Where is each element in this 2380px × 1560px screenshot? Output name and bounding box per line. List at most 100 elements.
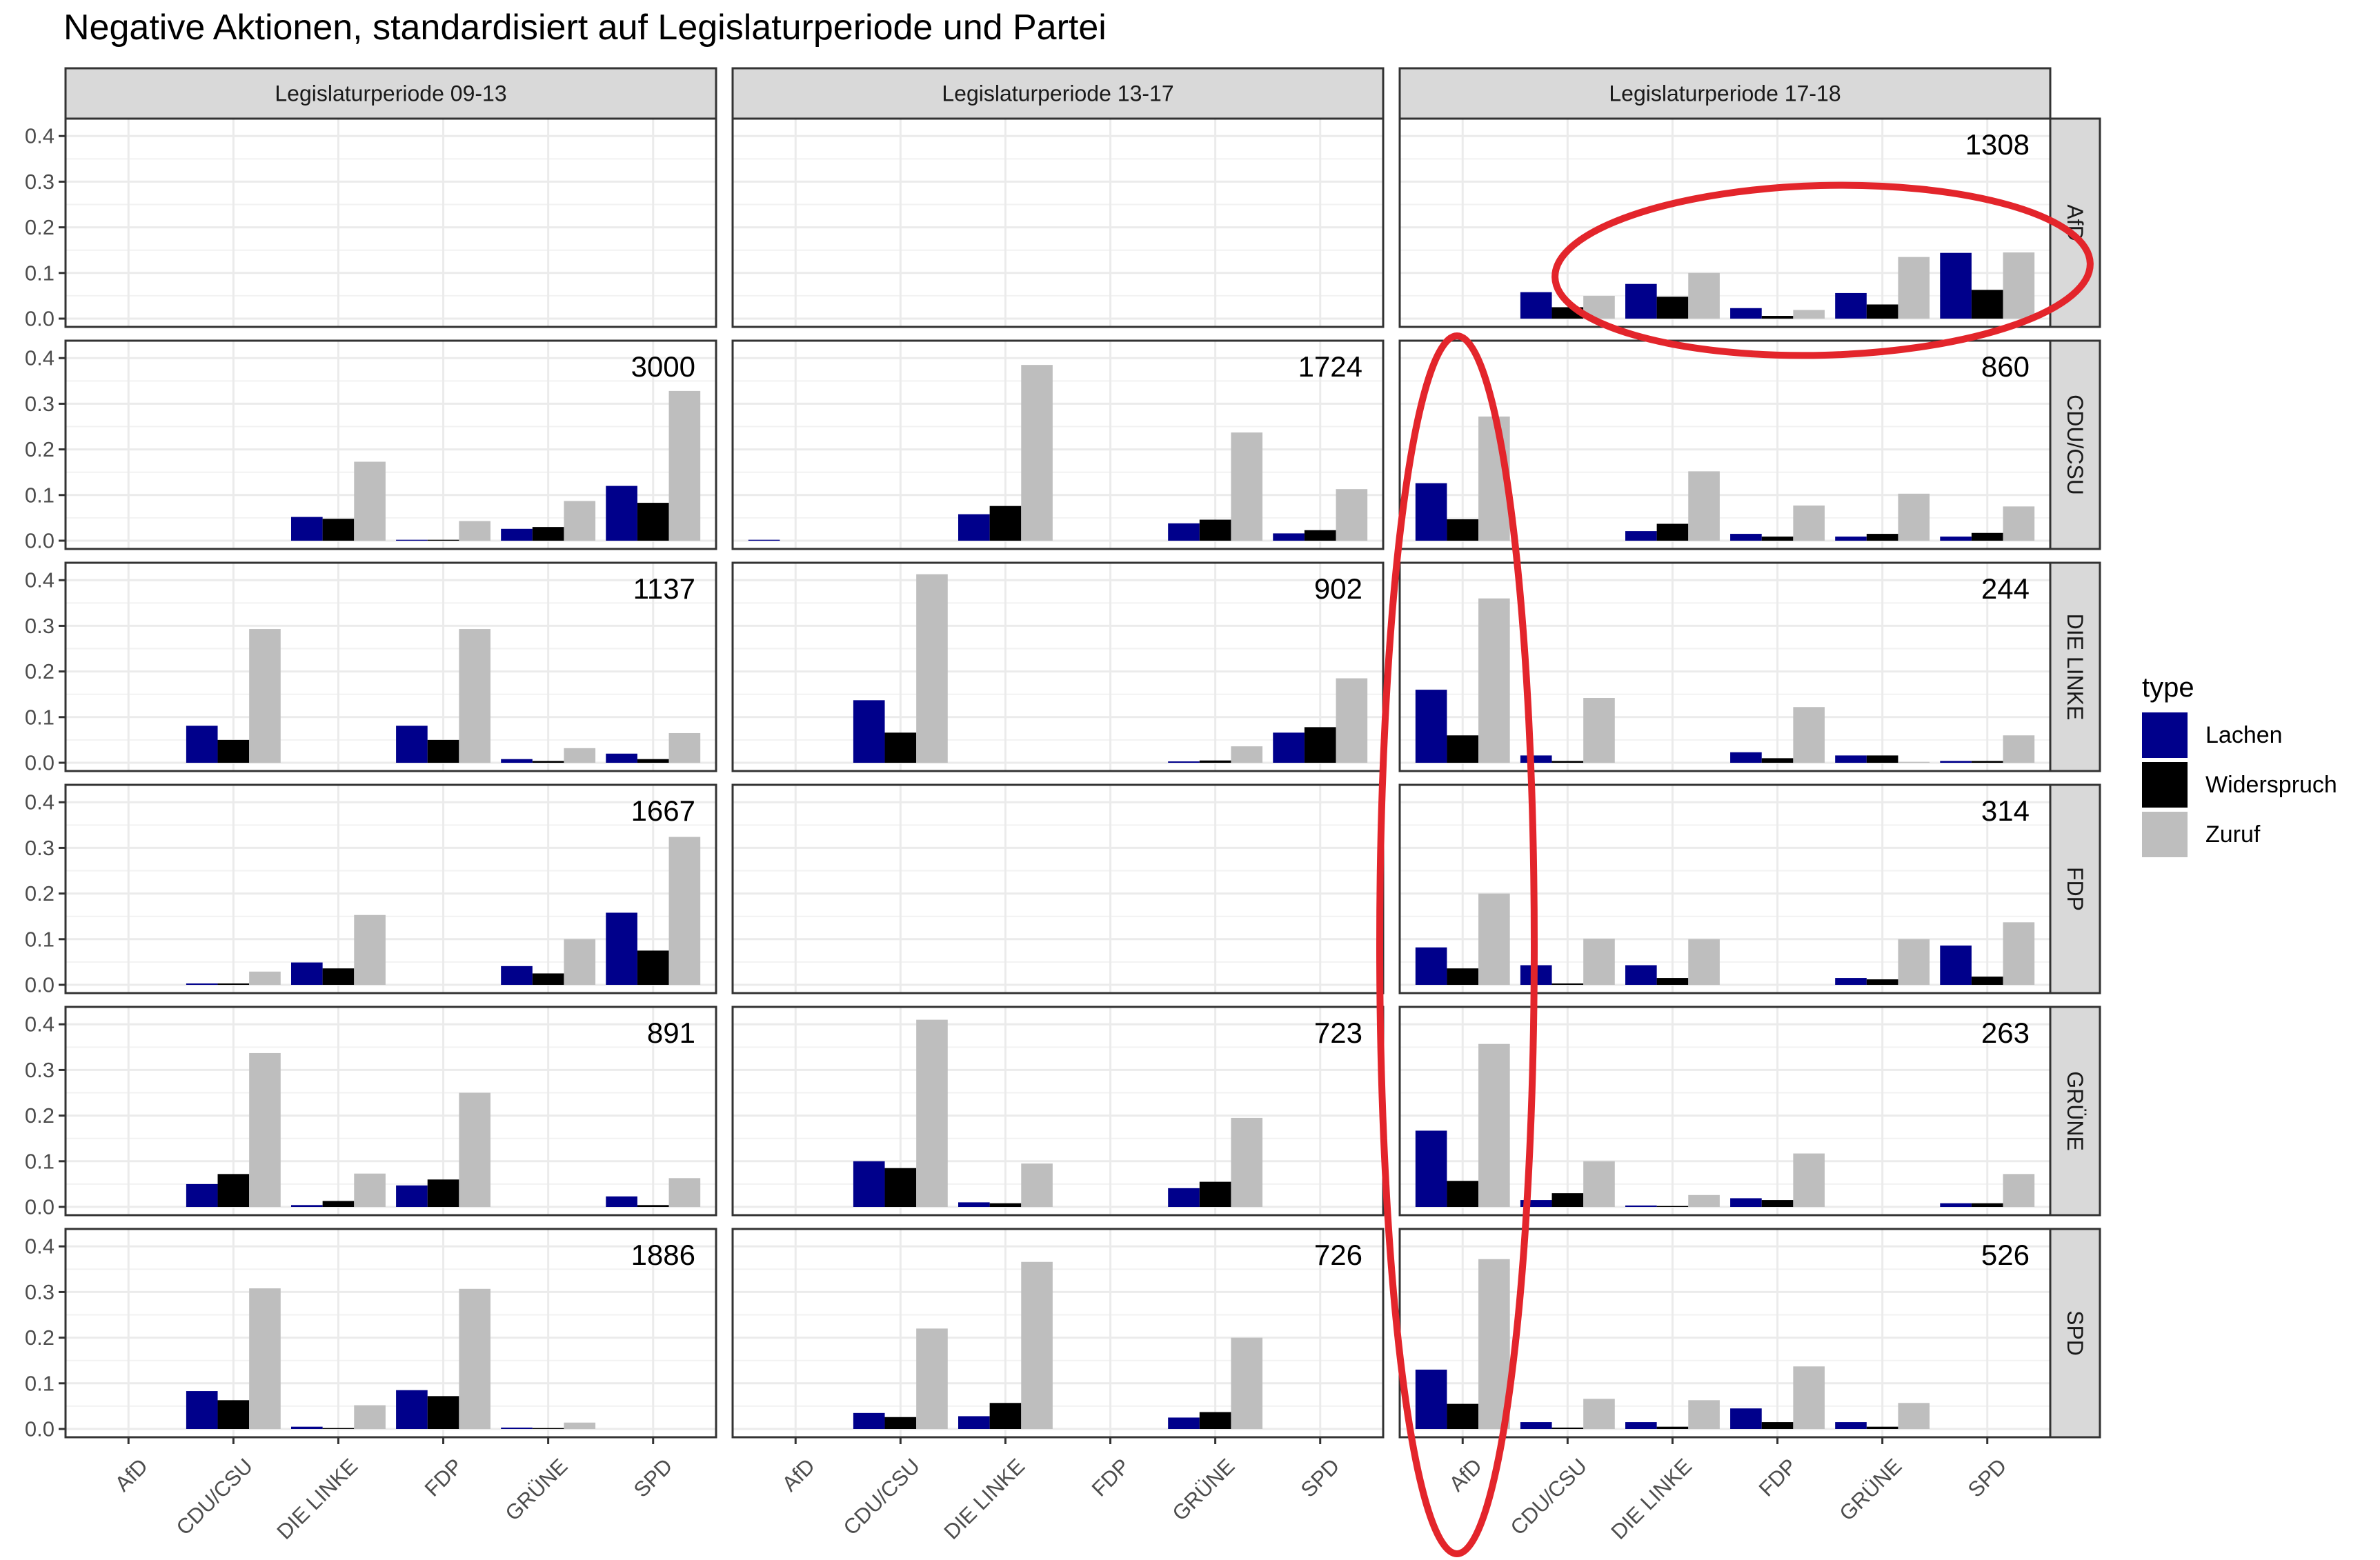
bar-lachen (1625, 531, 1657, 541)
bar-zuruf (668, 837, 701, 985)
bar-zuruf (668, 732, 701, 763)
bar-widerspruch (427, 1396, 459, 1429)
bar-widerspruch (532, 527, 564, 541)
bar-lachen (1625, 283, 1657, 319)
x-tick-label: SPD (1296, 1454, 1345, 1502)
legend-swatch-zuruf (2142, 812, 2188, 857)
x-tick-label: GRÜNE (1168, 1454, 1240, 1526)
bar-lachen (1730, 1198, 1762, 1207)
row-strip-label: CDU/CSU (2063, 394, 2088, 495)
panel-bg (733, 341, 1383, 549)
panel-border (64, 783, 717, 994)
bar-zuruf (1478, 598, 1510, 763)
legend-item-widerspruch: Widerspruch (2142, 760, 2337, 810)
bar-lachen (1520, 1422, 1552, 1429)
bar-widerspruch (884, 1417, 917, 1429)
legend-label-widerspruch: Widerspruch (2205, 771, 2337, 798)
column-strip (1398, 67, 2052, 120)
bar-zuruf (1478, 893, 1510, 985)
panel-bg (733, 119, 1383, 327)
bar-lachen (1730, 752, 1762, 763)
column-strip (731, 67, 1385, 120)
bar-widerspruch (1971, 290, 2003, 319)
bar-widerspruch (1656, 1206, 1689, 1207)
bar-zuruf (1231, 1337, 1263, 1429)
bar-zuruf (1898, 493, 1930, 541)
bar-zuruf (2003, 735, 2035, 763)
bar-widerspruch (1656, 1426, 1689, 1429)
bar-zuruf (1793, 1153, 1825, 1207)
bar-widerspruch (1551, 761, 1584, 763)
bar-widerspruch (1447, 1181, 1479, 1207)
bar-widerspruch (427, 1179, 459, 1207)
chart-title: Negative Aktionen, standardisiert auf Le… (63, 8, 1107, 48)
bar-widerspruch (1971, 977, 2003, 985)
panel-count-label: 314 (1981, 794, 2030, 827)
bar-widerspruch (322, 968, 355, 985)
bar-lachen (501, 966, 533, 985)
bar-zuruf (1688, 939, 1720, 985)
row-strip-label: GRÜNE (2063, 1071, 2088, 1151)
bar-lachen (291, 1426, 323, 1429)
bar-zuruf (1898, 257, 1930, 319)
bar-lachen (501, 759, 533, 763)
bar-zuruf (1898, 939, 1930, 985)
x-tick-label: AfD (1445, 1454, 1487, 1496)
panel-bg (733, 1229, 1383, 1437)
row-strip-label: FDP (2063, 867, 2088, 911)
y-tick-label: 0.1 (25, 261, 54, 285)
x-tick-label: SPD (629, 1454, 677, 1502)
y-tick-label: 0.0 (25, 1417, 54, 1441)
bar-zuruf (1583, 939, 1615, 985)
panel-count-label: 1308 (1965, 128, 2030, 161)
y-tick-label: 0.4 (25, 568, 54, 592)
bar-zuruf (916, 574, 948, 763)
bar-lachen (396, 539, 428, 541)
bar-zuruf (1688, 1194, 1720, 1207)
bar-zuruf (459, 629, 490, 763)
bar-zuruf (916, 1328, 948, 1429)
bar-widerspruch (427, 739, 459, 763)
bar-lachen (606, 912, 637, 985)
bar-lachen (1520, 1200, 1552, 1207)
bar-zuruf (1231, 1117, 1263, 1207)
bar-lachen (1835, 755, 1867, 763)
bar-widerspruch (1656, 978, 1689, 985)
bar-widerspruch (1199, 519, 1231, 541)
row-strip-label: SPD (2063, 1310, 2088, 1356)
bar-lachen (1273, 533, 1305, 541)
bar-zuruf (1231, 746, 1263, 763)
x-tick-label: DIE LINKE (1607, 1454, 1697, 1544)
row-strip (2049, 339, 2101, 550)
bar-lachen (396, 1390, 428, 1429)
y-tick-label: 0.4 (25, 1012, 54, 1037)
y-tick-label: 0.0 (25, 1195, 54, 1219)
panel-count-label: 902 (1314, 572, 1362, 605)
bar-lachen (501, 528, 533, 541)
bar-widerspruch (989, 1203, 1022, 1207)
bar-lachen (1168, 1417, 1200, 1429)
bar-lachen (186, 726, 218, 763)
panel-count-label: 1137 (633, 572, 695, 605)
bar-zuruf (1478, 1043, 1510, 1207)
bar-widerspruch (637, 759, 669, 763)
column-strip-label: Legislaturperiode 17-18 (1609, 81, 1841, 106)
y-tick-label: 0.3 (25, 1058, 54, 1082)
legend-label-lachen: Lachen (2205, 721, 2283, 748)
bar-zuruf (668, 1178, 701, 1207)
y-tick-label: 0.1 (25, 1149, 54, 1173)
panel-bg (733, 785, 1383, 993)
bar-lachen (1520, 292, 1552, 319)
panel-count-label: 860 (1981, 350, 2030, 383)
bar-widerspruch (532, 1428, 564, 1429)
bar-zuruf (2003, 252, 2035, 319)
legend-swatch-widerspruch (2142, 762, 2188, 808)
bar-lachen (853, 1412, 885, 1429)
bar-zuruf (1793, 1366, 1825, 1429)
bar-zuruf (1021, 365, 1053, 541)
bar-widerspruch (1447, 735, 1479, 763)
bar-widerspruch (637, 503, 669, 541)
panel-border (64, 1006, 717, 1217)
bar-widerspruch (217, 1400, 250, 1429)
bar-widerspruch (1866, 979, 1898, 985)
